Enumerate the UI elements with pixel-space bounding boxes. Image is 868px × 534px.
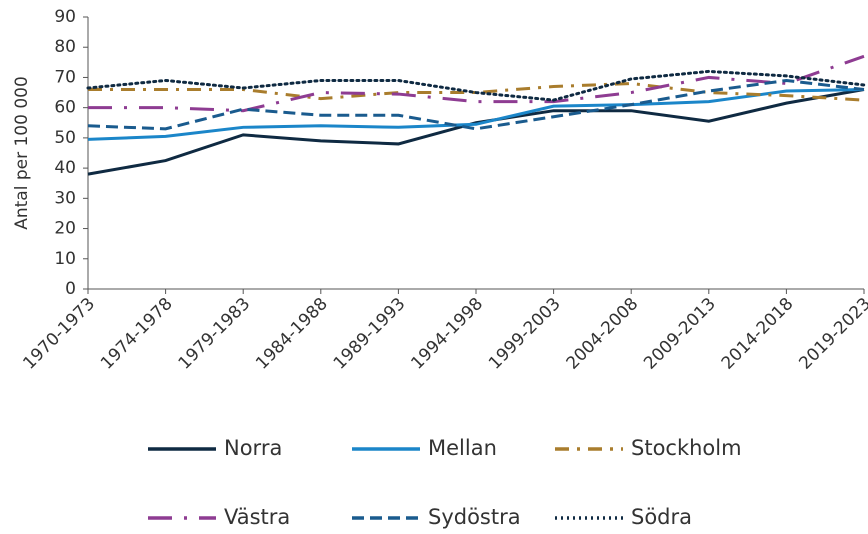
series-line [86,69,866,102]
x-tick-label: 1994-1998 [407,294,487,374]
x-tick-label: 1984-1988 [252,294,332,374]
legend-label: Västra [224,505,290,529]
y-tick-label: 0 [65,279,76,299]
x-tick-label: 2009-2013 [640,294,720,374]
y-tick-label: 60 [54,98,76,118]
legend-label: Sydöstra [428,505,521,529]
x-tick-label: 1989-1993 [330,294,410,374]
y-tick-label: 30 [54,188,76,208]
legend-label: Norra [224,436,282,460]
legend-label: Stockholm [631,436,742,460]
y-tick-label: 10 [54,249,76,269]
series-line [87,78,865,131]
y-tick-label: 50 [54,128,76,148]
series-line [87,88,865,141]
x-tick-label: 1979-1983 [175,294,255,374]
x-tick-label: 2004-2008 [563,294,643,374]
y-tick-label: 90 [54,7,76,27]
x-tick-label: 1999-2003 [485,294,565,374]
legend-label: Södra [631,505,692,529]
x-tick-label: 2014-2018 [718,294,798,374]
x-tick-label: 1970-1973 [19,294,99,374]
y-tick-label: 70 [54,67,76,87]
y-tick-label: 40 [54,158,76,178]
x-tick-label: 2019-2023 [795,294,868,374]
x-tick-label: 1974-1978 [97,294,177,374]
legend-label: Mellan [428,436,497,460]
y-tick-label: 20 [54,219,76,239]
y-tick-label: 80 [54,37,76,57]
y-axis-label: Antal per 100 000 [12,76,32,230]
